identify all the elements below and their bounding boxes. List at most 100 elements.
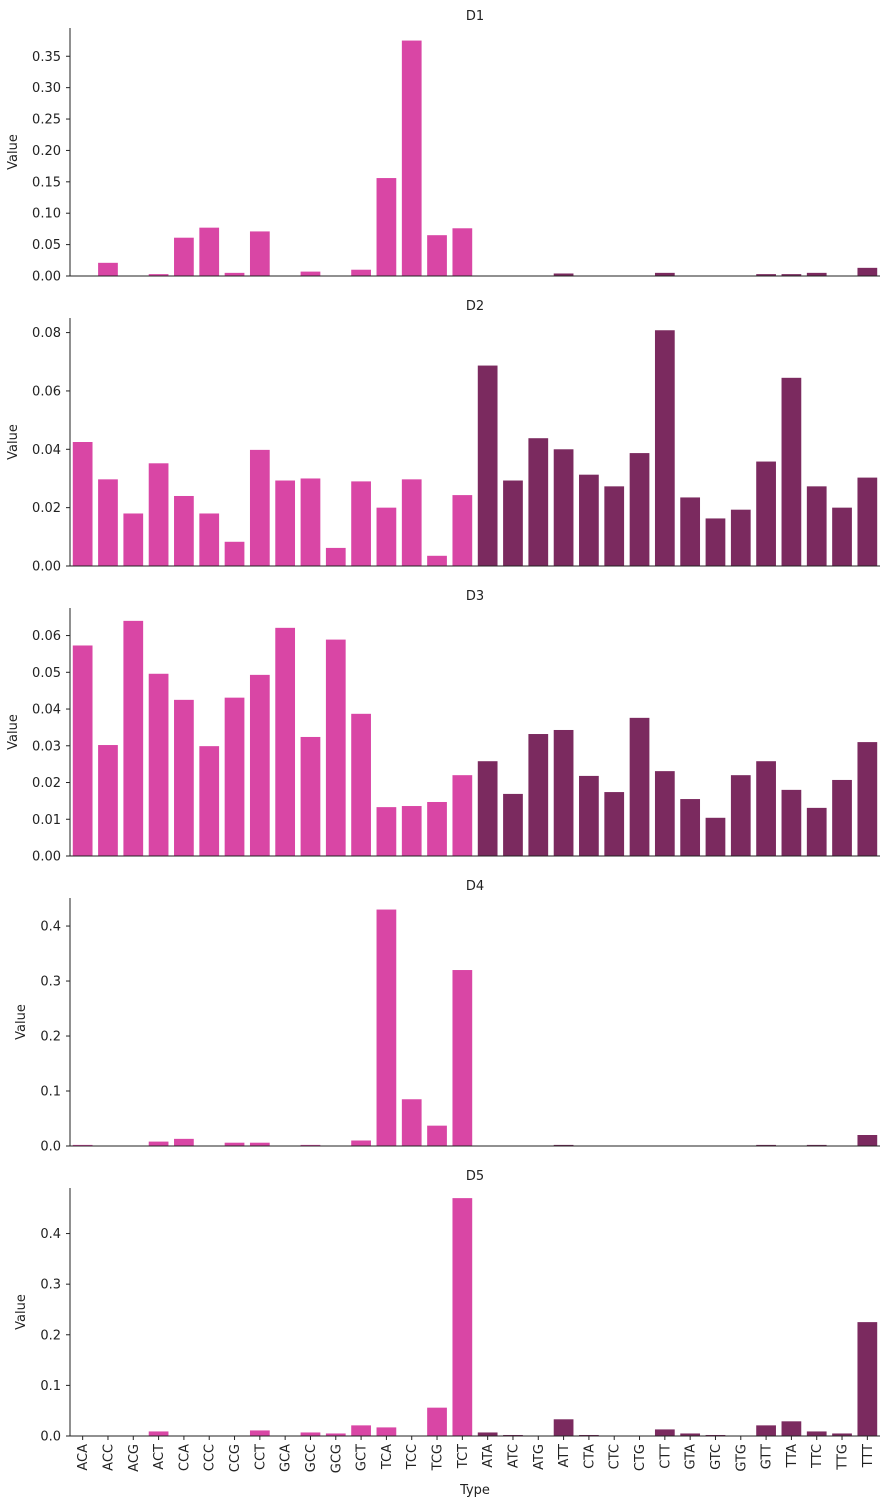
bar-GTG <box>730 509 751 566</box>
bar-CCA <box>174 1138 194 1146</box>
bar-ACC <box>98 262 118 276</box>
x-tick-label: GCC <box>304 1444 319 1472</box>
bar-GCA <box>275 627 296 856</box>
bar-CCC <box>199 513 220 566</box>
y-tick-label: 0.2 <box>40 1030 61 1045</box>
bar-GCC <box>300 1432 321 1436</box>
x-tick-label: CCC <box>203 1444 218 1471</box>
bar-CCG <box>224 541 245 566</box>
y-tick-label: 0.00 <box>32 560 61 575</box>
y-tick-label: 0.30 <box>32 81 61 96</box>
y-tick-label: 0.35 <box>32 50 61 65</box>
panel-title: D1 <box>466 9 484 24</box>
bar-TTT <box>857 1322 878 1436</box>
bar-CTA <box>579 474 599 566</box>
bar-CTT <box>654 1429 675 1436</box>
bar-CCC <box>199 746 220 856</box>
panel-title: D5 <box>466 1169 484 1184</box>
bar-CCT <box>249 1142 270 1146</box>
bar-GCT <box>351 481 371 566</box>
bar-TCA <box>376 178 397 276</box>
bar-GTT <box>756 1425 776 1436</box>
y-tick-label: 0.0 <box>40 1140 61 1155</box>
bar-GCT <box>351 713 371 856</box>
bar-ACA <box>72 645 93 856</box>
bar-ATA <box>477 365 498 566</box>
bar-GTT <box>756 1144 776 1146</box>
x-axis-title: Type <box>459 1483 490 1498</box>
bar-TTC <box>806 1144 827 1146</box>
x-tick-label: ACA <box>76 1444 91 1471</box>
bar-CTT <box>654 771 675 856</box>
y-tick-label: 0.06 <box>32 629 61 644</box>
bar-GCC <box>300 1144 321 1146</box>
bar-TTT <box>857 1135 878 1146</box>
bar-ATT <box>553 1144 574 1146</box>
x-tick-label: ACC <box>101 1444 116 1471</box>
bar-TTG <box>832 779 852 856</box>
bar-TCC <box>401 40 422 277</box>
bar-TTT <box>857 267 878 276</box>
y-tick-label: 0.08 <box>32 326 61 341</box>
bar-GTG <box>730 775 751 856</box>
bar-GCT <box>351 1425 371 1436</box>
y-tick-label: 0.05 <box>32 238 61 253</box>
bar-ACG <box>123 513 144 566</box>
x-tick-label: CCA <box>177 1444 192 1471</box>
bar-GTC <box>705 1434 726 1436</box>
y-tick-label: 0.25 <box>32 113 61 128</box>
bar-TTA <box>781 274 802 276</box>
x-tick-label: CCT <box>253 1444 268 1470</box>
bar-CCG <box>224 272 245 276</box>
bar-TTG <box>832 507 852 566</box>
bar-CCA <box>174 699 194 856</box>
bar-GCG <box>325 639 346 856</box>
x-tick-label: CCG <box>228 1444 243 1472</box>
bar-GTC <box>705 817 726 856</box>
x-tick-label: TCC <box>405 1444 420 1470</box>
bar-TCC <box>401 1099 422 1146</box>
bar-TCA <box>376 1427 397 1436</box>
bar-ATT <box>553 729 574 856</box>
bar-CTC <box>604 486 625 566</box>
bar-GTA <box>680 1433 701 1436</box>
bar-TCG <box>427 1407 447 1436</box>
bar-GTT <box>756 274 776 276</box>
bar-ATT <box>553 449 574 566</box>
x-tick-label: CTC <box>608 1444 623 1469</box>
x-tick-label: ATC <box>506 1444 521 1468</box>
y-axis-title: Value <box>6 424 21 460</box>
bar-GTA <box>680 497 701 566</box>
x-tick-label: ATT <box>557 1444 572 1468</box>
bar-CTT <box>654 330 675 566</box>
bar-GCT <box>351 1140 371 1146</box>
y-tick-label: 0.20 <box>32 144 61 159</box>
bar-ATA <box>477 761 498 856</box>
bar-GCC <box>300 271 321 276</box>
x-tick-label: GCA <box>279 1444 294 1472</box>
bar-CCT <box>249 1430 270 1436</box>
bar-TTC <box>806 1431 827 1436</box>
y-tick-label: 0.10 <box>32 207 61 222</box>
bar-TCT <box>452 970 473 1146</box>
bar-TCA <box>376 909 397 1146</box>
panel-title: D2 <box>466 299 484 314</box>
y-tick-label: 0.4 <box>40 920 61 935</box>
panel-title: D3 <box>466 589 484 604</box>
y-tick-label: 0.02 <box>32 776 61 791</box>
bar-TCC <box>401 806 422 856</box>
bar-ACT <box>148 1141 169 1146</box>
bar-TTC <box>806 486 827 566</box>
bar-TCG <box>427 1125 447 1146</box>
bar-TCT <box>452 1198 473 1436</box>
bar-TCG <box>427 555 447 566</box>
bar-ACC <box>98 479 118 566</box>
y-tick-label: 0.1 <box>40 1379 61 1394</box>
bar-TCC <box>401 479 422 566</box>
panel-D3: D3 0.00 0.01 0.02 0.03 0.04 0.05 0.06 Value <box>6 589 880 865</box>
panel-D2: D2 0.00 0.02 0.04 0.06 0.08 Value <box>6 299 880 575</box>
bar-CCG <box>224 697 245 856</box>
x-tick-label: ATA <box>481 1444 496 1468</box>
bar-CCA <box>174 237 194 276</box>
x-tick-label: CTA <box>582 1444 597 1469</box>
